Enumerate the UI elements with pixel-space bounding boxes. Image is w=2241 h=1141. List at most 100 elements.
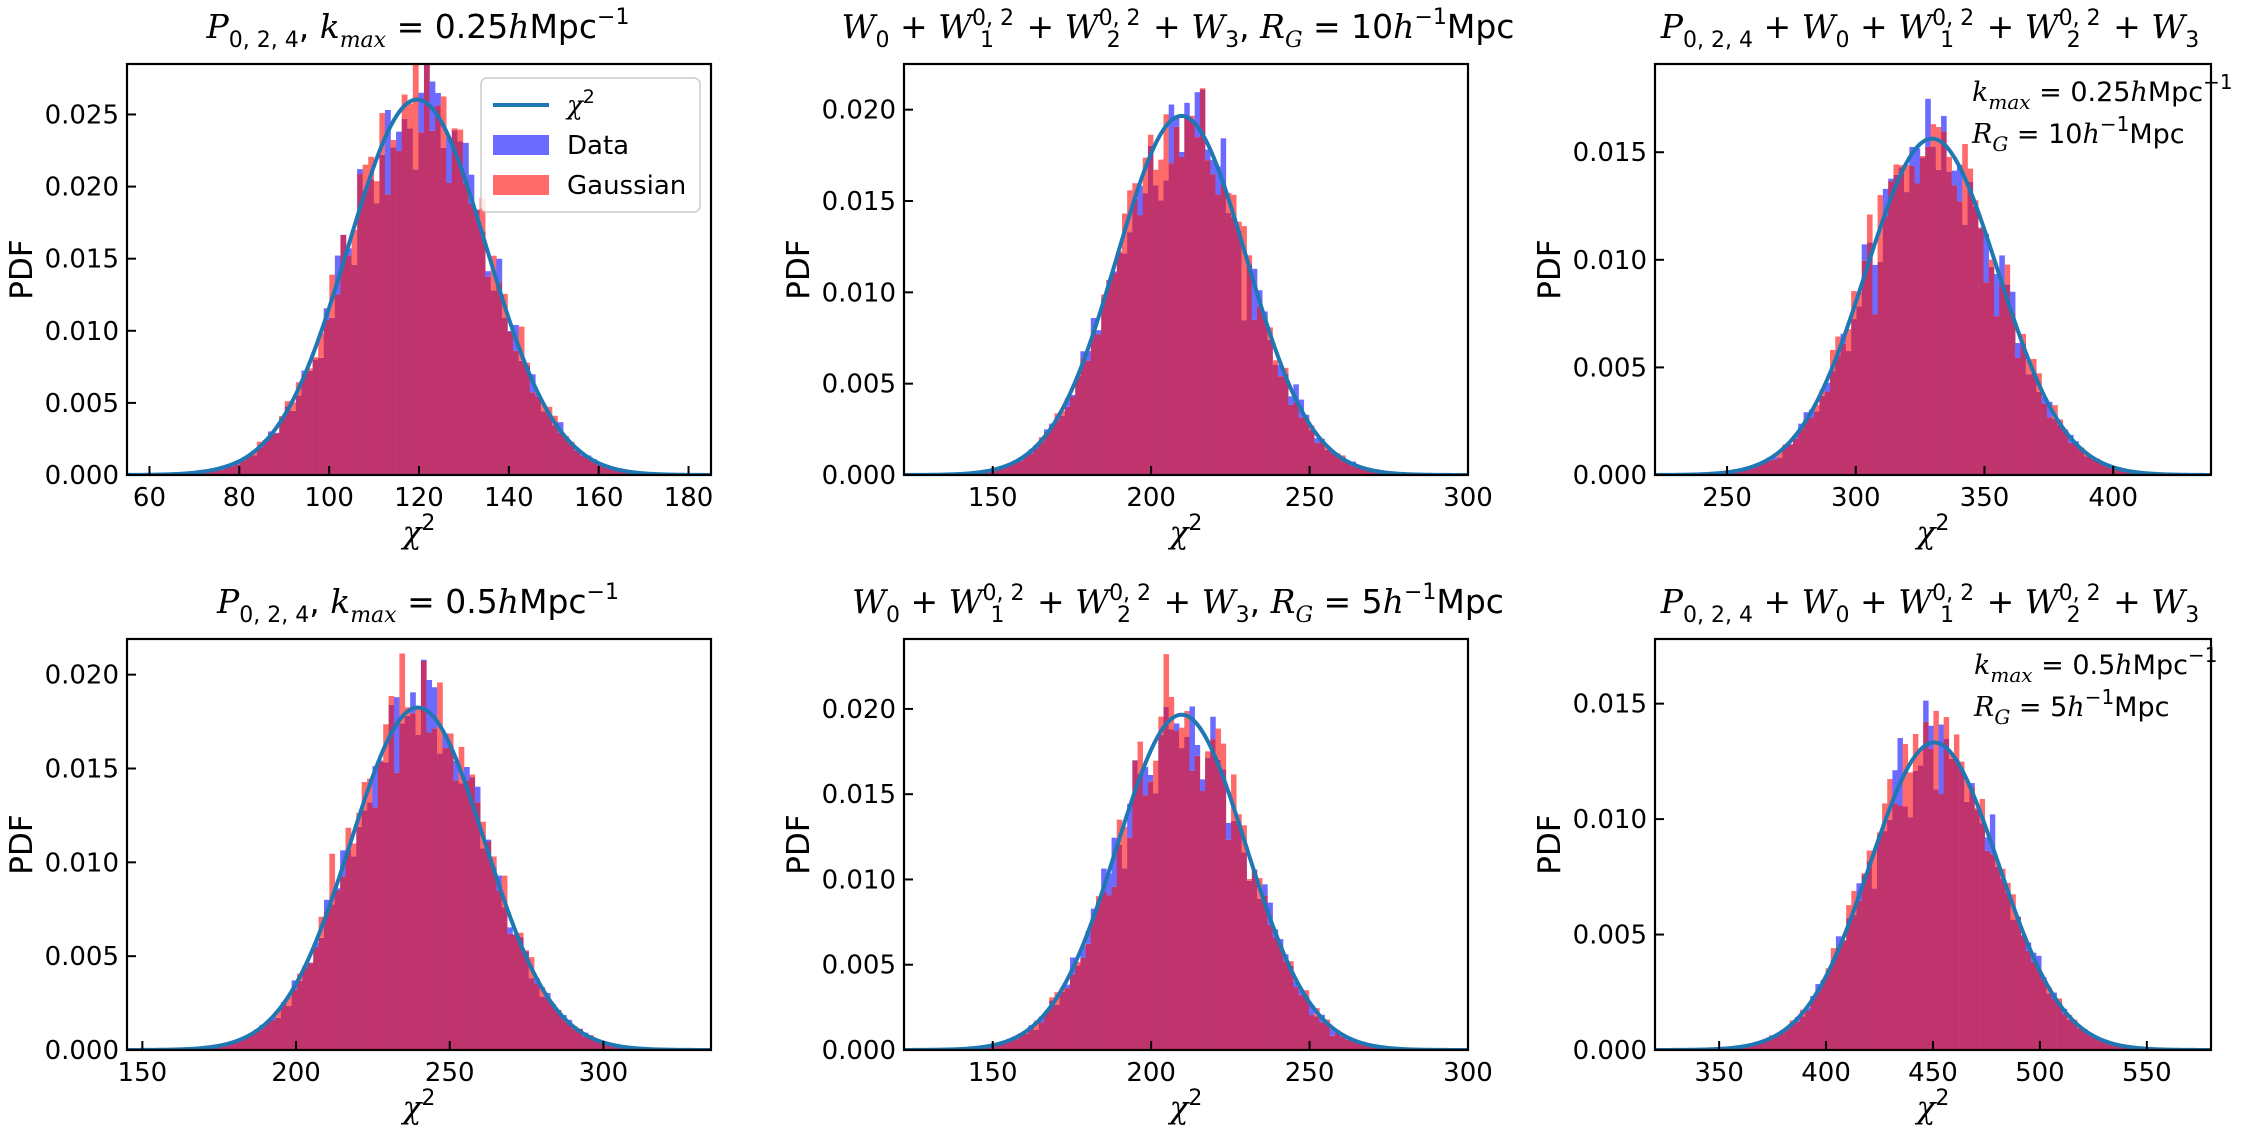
histogram-bar-overlap <box>534 983 540 1050</box>
histogram-bar-gaussian <box>1340 455 1346 458</box>
histogram-bar-overlap <box>577 1028 583 1050</box>
x-tick-label: 140 <box>484 483 534 513</box>
histogram-bar-data <box>1861 244 1868 261</box>
histogram-bar-overlap <box>1101 891 1107 1050</box>
histogram-bar-overlap <box>1805 1010 1811 1050</box>
histogram-bar-overlap <box>1898 167 1905 475</box>
histogram-bar-gaussian <box>1163 654 1170 707</box>
histogram-bar-overlap <box>1951 185 1958 475</box>
histogram-bar-overlap <box>1371 470 1377 475</box>
x-tick-label: 80 <box>223 483 256 513</box>
histogram-bar-overlap <box>550 1004 556 1050</box>
subplot-title: P0, 2, 4, kmax = 0.5hMpc−1 <box>216 580 619 628</box>
y-tick-label: 0.005 <box>1573 921 1647 951</box>
histogram-bar-gaussian <box>367 778 373 803</box>
histogram-bar-overlap <box>1137 215 1144 475</box>
histogram-bar-data <box>1147 774 1154 782</box>
histogram-bar-gaussian <box>1904 164 1910 193</box>
histogram-bar-data <box>507 927 513 934</box>
histogram-bar-overlap <box>1861 260 1868 475</box>
histogram-bar-overlap <box>1946 171 1952 475</box>
histogram-bar-overlap <box>1846 918 1852 1050</box>
histogram-bar-data <box>446 137 453 183</box>
histogram-bar-overlap <box>1308 1015 1315 1050</box>
histogram-bar-overlap <box>2051 999 2057 1050</box>
histogram-bar-overlap <box>551 425 558 475</box>
y-axis-label: PDF <box>1532 239 1568 299</box>
histogram-bar-overlap <box>429 130 436 475</box>
histogram-bar-overlap <box>1199 791 1206 1050</box>
histogram-bar-overlap <box>329 904 336 1050</box>
histogram-bar-overlap <box>2097 1040 2104 1050</box>
histogram-bar-overlap <box>523 951 529 1050</box>
histogram-bar-overlap <box>1930 146 1937 475</box>
histogram-bar-overlap <box>539 996 546 1050</box>
histogram-bar-gaussian <box>1147 134 1154 146</box>
axes-frame <box>902 62 1470 477</box>
histogram-bar-overlap <box>1867 242 1873 475</box>
histogram-bar-overlap <box>1246 880 1253 1050</box>
histogram-bar-overlap <box>284 406 291 475</box>
histogram-bar-overlap <box>1798 429 1804 475</box>
histogram-bar-overlap <box>540 411 547 475</box>
histogram-bar-overlap <box>1059 992 1066 1050</box>
histogram-bar-overlap <box>1974 809 1980 1050</box>
histogram-bar-gaussian <box>1866 850 1873 862</box>
histogram-bar-overlap <box>1012 1039 1019 1050</box>
histogram-bar-overlap <box>1173 731 1180 1050</box>
histogram-bar-overlap <box>513 350 519 475</box>
histogram-bar-overlap <box>1018 1034 1024 1050</box>
histogram-bar-overlap <box>1919 157 1926 475</box>
histogram-bar-overlap <box>2105 466 2111 475</box>
histogram-bar-gaussian <box>1930 124 1937 147</box>
histogram-bar-overlap <box>1085 943 1092 1050</box>
histogram-bar-gaussian <box>318 333 325 358</box>
y-axis-label: PDF <box>1532 814 1568 874</box>
histogram-bar-overlap <box>1777 457 1783 475</box>
histogram-bar-data <box>442 733 449 749</box>
histogram-bar-overlap <box>1340 1036 1346 1050</box>
histogram-bar-overlap <box>217 469 224 475</box>
histogram-bar-overlap <box>607 467 614 475</box>
y-axis-label: PDF <box>781 239 817 299</box>
histogram-bar-overlap <box>1220 769 1227 1050</box>
histogram-bar-overlap <box>1815 992 1821 1050</box>
histogram-bar-overlap <box>1923 721 1929 1050</box>
histogram-bar-overlap <box>1999 283 2005 475</box>
histogram-bar-overlap <box>1085 360 1092 475</box>
histogram-bar-data <box>1925 98 1931 147</box>
histogram-bar-overlap <box>479 231 486 475</box>
histogram-bar-gaussian <box>1964 780 1970 802</box>
histogram-bar-gaussian <box>1168 696 1175 730</box>
histogram-bar-overlap <box>1740 468 1746 475</box>
histogram-bar-overlap <box>1750 467 1757 475</box>
y-tick-label: 0.000 <box>1573 1036 1647 1066</box>
histogram-bar-overlap <box>2115 468 2122 475</box>
histogram-bar-gaussian <box>284 401 291 407</box>
histogram-bar-data <box>1215 166 1221 195</box>
histogram-bar-overlap <box>396 150 402 475</box>
histogram-bar-overlap <box>447 746 454 1050</box>
histogram-bar-overlap <box>464 780 470 1050</box>
histogram-bar-overlap <box>1334 1032 1341 1050</box>
histogram-bar-overlap <box>1787 444 1794 475</box>
histogram-bar-overlap <box>1319 1022 1325 1050</box>
histogram-bar-overlap <box>1329 1035 1336 1050</box>
histogram-bar-data <box>1892 770 1898 804</box>
histogram-bar-data <box>1179 151 1185 157</box>
chi2-curve <box>1655 740 2211 1050</box>
histogram-bar-overlap <box>1902 806 1909 1050</box>
histogram-bar-overlap <box>1962 224 1968 475</box>
y-tick-label: 0.015 <box>45 754 119 784</box>
histogram-bar-data <box>1085 351 1092 361</box>
histogram-bar-data <box>2009 291 2016 314</box>
histogram-bar-data <box>1293 981 1299 988</box>
histogram-bar-overlap <box>1298 417 1305 475</box>
x-tick-label: 400 <box>2088 483 2138 513</box>
histogram-bar-overlap <box>2036 968 2042 1050</box>
histogram-bar-gaussian <box>1231 194 1237 217</box>
histogram-bar-data <box>1882 188 1889 217</box>
histogram-bar-data <box>464 766 470 781</box>
histogram-bar-overlap <box>357 174 363 475</box>
